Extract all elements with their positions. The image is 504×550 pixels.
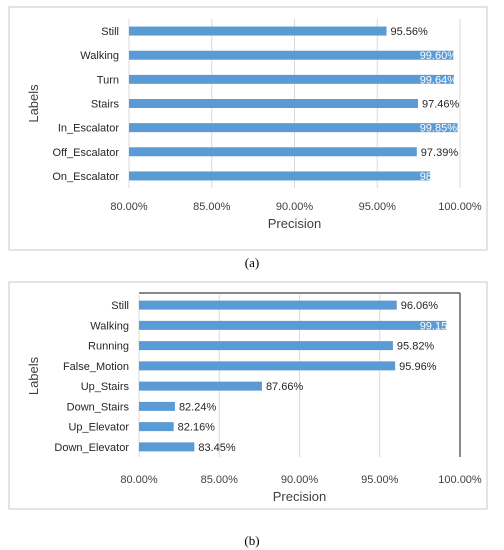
value-label: 95.56% [391,26,429,38]
value-label: 97.39% [421,147,459,159]
x-tick-label: 90.00% [281,474,319,486]
x-tick-label: 80.00% [110,201,148,213]
category-label: Walking [90,320,129,332]
x-tick-label: 100.00% [438,201,482,213]
figure-caption: (b) [244,533,259,548]
bar [139,401,175,411]
value-label: 95.82% [397,341,435,353]
category-label: Down_Stairs [67,401,130,413]
bar [139,300,397,310]
x-tick-label: 85.00% [193,201,231,213]
category-label: Running [88,341,129,353]
value-label: 96.06% [401,300,439,312]
category-label: False_Motion [63,361,129,373]
value-label: 83.45% [198,442,236,454]
bar [139,361,396,371]
x-tick-label: 100.00% [438,474,482,486]
bar [129,123,458,133]
chart-frame [8,281,488,510]
value-label: 99.64% [420,74,458,86]
value-label: 99.60% [420,50,458,62]
bar [139,381,262,391]
figure-caption: (a) [245,255,259,270]
category-label: Down_Elevator [54,442,129,454]
category-label: Still [101,26,119,38]
category-label: Stairs [91,99,120,111]
category-label: On_Escalator [52,171,119,183]
bar [129,50,454,60]
precision-chart-a: 80.00% 85.00% 90.00% 95.00% 100.00% Still 95.5… [8,6,488,270]
value-label: 82.24% [179,401,217,413]
category-label: Up_Stairs [81,381,130,393]
x-tick-label: 95.00% [359,201,397,213]
bar [139,422,174,432]
x-tick-label: 80.00% [120,474,158,486]
category-label: Up_Elevator [68,422,129,434]
chart-panel-b: 80.00% 85.00% 90.00% 95.00% 100.00% Still 96.0… [0,275,504,550]
precision-chart-b: 80.00% 85.00% 90.00% 95.00% 100.00% Still 96.0… [8,281,488,548]
bar [129,147,417,157]
category-label: Turn [97,74,119,86]
category-label: In_Escalator [58,123,119,135]
y-axis-title: Labels [26,356,41,395]
value-label: 99.85% [420,123,458,135]
x-tick-label: 95.00% [361,474,399,486]
bar [129,99,418,108]
x-axis-title: Precision [268,216,321,231]
y-axis-title: Labels [26,84,41,123]
value-label: 99.15% [420,320,458,332]
bar [129,26,387,36]
x-axis-title: Precision [273,489,326,504]
bar [139,320,447,330]
value-label: 98.20% [420,171,458,183]
bar [139,341,393,351]
bar [129,171,431,181]
value-label: 87.66% [266,381,304,393]
value-label: 97.46% [422,99,460,111]
bar [129,74,455,84]
chart-panel-a: 80.00% 85.00% 90.00% 95.00% 100.00% Still 95.5… [8,6,488,270]
value-label: 95.96% [399,361,437,373]
category-label: Off_Escalator [53,147,120,159]
category-label: Still [111,300,129,312]
x-tick-label: 85.00% [201,474,239,486]
value-label: 82.16% [178,422,216,434]
category-label: Walking [80,50,119,62]
x-tick-label: 90.00% [276,201,314,213]
bar [139,442,195,452]
